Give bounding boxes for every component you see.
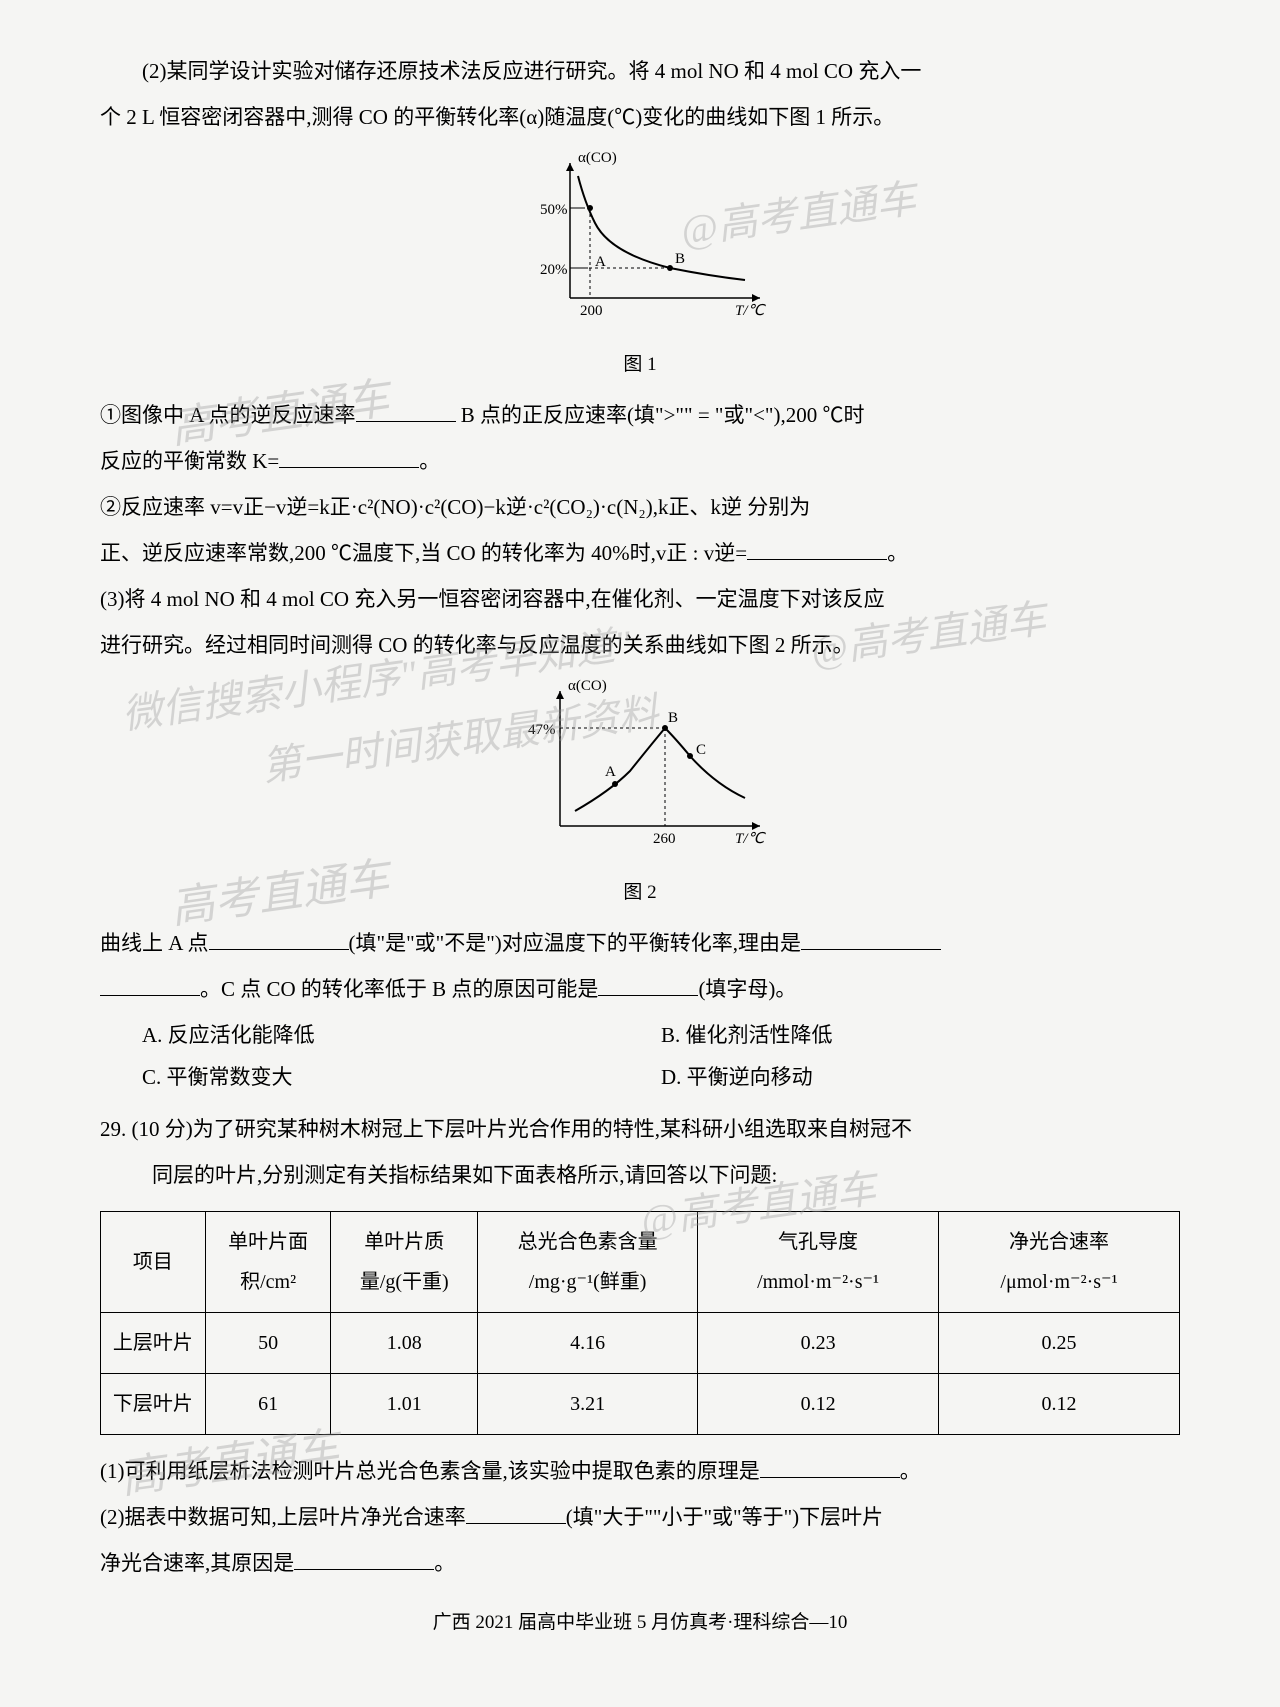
table-row: 上层叶片 50 1.08 4.16 0.23 0.25	[101, 1313, 1180, 1374]
q29-sub2-text4: 。	[434, 1551, 455, 1575]
row2-v3: 3.21	[478, 1374, 698, 1435]
blank	[760, 1456, 900, 1478]
option-d: D. 平衡逆向移动	[661, 1056, 1180, 1098]
q28-3-q-line1: 曲线上 A 点 (填"是"或"不是")对应温度下的平衡转化率,理由是	[100, 922, 1180, 964]
options-row-1: A. 反应活化能降低 B. 催化剂活性降低	[100, 1014, 1180, 1056]
blank	[747, 538, 887, 560]
chart2-point-c: C	[696, 742, 706, 758]
q28-3-q-line2: 。C 点 CO 的转化率低于 B 点的原因可能是 (填字母)。	[100, 968, 1180, 1010]
chart1-ytick-20: 20%	[540, 262, 568, 278]
chart1-xlabel: T/℃	[735, 303, 767, 319]
option-b: B. 催化剂活性降低	[661, 1014, 1180, 1056]
q29-intro-line2: 同层的叶片,分别测定有关指标结果如下面表格所示,请回答以下问题:	[100, 1154, 1180, 1196]
q28-3-q-text2: (填"是"或"不是")对应温度下的平衡转化率,理由是	[349, 931, 802, 955]
th-item: 项目	[101, 1212, 206, 1313]
data-table: 项目 单叶片面积/cm² 单叶片质量/g(干重) 总光合色素含量/mg·g⁻¹(…	[100, 1211, 1180, 1435]
q29-intro-line1: 29. (10 分)为了研究某种树木树冠上下层叶片光合作用的特性,某科研小组选取…	[100, 1108, 1180, 1150]
option-a: A. 反应活化能降低	[142, 1014, 661, 1056]
q29-sub2-line2: 净光合速率,其原因是 。	[100, 1542, 1180, 1584]
chart2-title: 图 2	[490, 874, 790, 912]
chart2: 47% A B C 260 α(CO) T/℃ 图 2	[490, 676, 790, 912]
chart2-svg: 47% A B C 260 α(CO) T/℃	[490, 676, 790, 856]
page-footer: 广西 2021 届高中毕业班 5 月仿真考·理科综合—10	[100, 1604, 1180, 1642]
blank	[100, 974, 200, 996]
q29-sub1-post: 。	[900, 1459, 921, 1483]
q28-sub1-text2: B 点的正反应速率(填">"" = "或"<"),200 ℃时	[456, 403, 865, 427]
chart1-point-b: B	[675, 251, 685, 267]
q28-sub1-text3: 反应的平衡常数 K=	[100, 449, 279, 473]
th-pigment: 总光合色素含量/mg·g⁻¹(鲜重)	[478, 1212, 698, 1313]
row2-v1: 61	[205, 1374, 331, 1435]
options-row-2: C. 平衡常数变大 D. 平衡逆向移动	[100, 1056, 1180, 1098]
q28-sub2-text2: 。	[887, 541, 908, 565]
th-area: 单叶片面积/cm²	[205, 1212, 331, 1313]
chart1-title: 图 1	[500, 346, 780, 384]
blank	[466, 1502, 566, 1524]
row1-label: 上层叶片	[101, 1313, 206, 1374]
th-netphoto: 净光合速率/μmol·m⁻²·s⁻¹	[939, 1212, 1180, 1313]
q28-3-q-text3: 。C 点 CO 的转化率低于 B 点的原因可能是	[200, 977, 598, 1001]
q28-2-line1: (2)某同学设计实验对储存还原技术法反应进行研究。将 4 mol NO 和 4 …	[100, 50, 1180, 92]
q29-sub2-text2: (填"大于""小于"或"等于")下层叶片	[566, 1505, 883, 1529]
chart1-container: 50% 20% A B 200 α(CO) T/℃ 图 1	[100, 148, 1180, 384]
q28-3-q-text1: 曲线上 A 点	[100, 931, 209, 955]
row2-v2: 1.01	[331, 1374, 478, 1435]
q28-sub2-line1: ②反应速率 v=v正−v逆=k正·c²(NO)·c²(CO)−k逆·c²(CO₂…	[100, 486, 1180, 528]
q28-2-line2: 个 2 L 恒容密闭容器中,测得 CO 的平衡转化率(α)随温度(℃)变化的曲线…	[100, 96, 1180, 138]
row2-label: 下层叶片	[101, 1374, 206, 1435]
chart1-ytick-50: 50%	[540, 202, 568, 218]
blank	[294, 1548, 434, 1570]
option-c: C. 平衡常数变大	[142, 1056, 661, 1098]
chart2-ytick-47: 47%	[528, 722, 556, 738]
q28-3-line2: 进行研究。经过相同时间测得 CO 的转化率与反应温度的关系曲线如下图 2 所示。	[100, 624, 1180, 666]
chart2-xtick: 260	[653, 831, 676, 847]
row1-v1: 50	[205, 1313, 331, 1374]
q28-sub2-line2: 正、逆反应速率常数,200 ℃温度下,当 CO 的转化率为 40%时,v正 : …	[100, 532, 1180, 574]
q28-3-line1: (3)将 4 mol NO 和 4 mol CO 充入另一恒容密闭容器中,在催化…	[100, 578, 1180, 620]
row1-v3: 4.16	[478, 1313, 698, 1374]
table-row: 下层叶片 61 1.01 3.21 0.12 0.12	[101, 1374, 1180, 1435]
q28-sub1-line1: ①图像中 A 点的逆反应速率 B 点的正反应速率(填">"" = "或"<"),…	[100, 394, 1180, 436]
q28-3-q-text4: (填字母)。	[698, 977, 796, 1001]
blank	[356, 400, 456, 422]
row1-v5: 0.25	[939, 1313, 1180, 1374]
q28-sub1-text4: 。	[419, 449, 440, 473]
q29-sub1-text: (1)可利用纸层析法检测叶片总光合色素含量,该实验中提取色素的原理是	[100, 1459, 760, 1483]
chart2-xlabel: T/℃	[735, 831, 767, 847]
chart2-point-b: B	[668, 710, 678, 726]
chart1-svg: 50% 20% A B 200 α(CO) T/℃	[500, 148, 780, 328]
chart2-point-a: A	[605, 764, 616, 780]
chart1-ylabel: α(CO)	[578, 150, 617, 166]
blank	[801, 928, 941, 950]
blank	[598, 974, 698, 996]
chart2-ylabel: α(CO)	[568, 678, 607, 694]
th-stomata: 气孔导度/mmol·m⁻²·s⁻¹	[698, 1212, 939, 1313]
chart1-point-a: A	[595, 254, 606, 270]
q28-sub1-text1: ①图像中 A 点的逆反应速率	[100, 403, 356, 427]
row1-v4: 0.23	[698, 1313, 939, 1374]
blank	[209, 928, 349, 950]
blank	[279, 446, 419, 468]
q29-sub1: (1)可利用纸层析法检测叶片总光合色素含量,该实验中提取色素的原理是 。	[100, 1450, 1180, 1492]
th-mass: 单叶片质量/g(干重)	[331, 1212, 478, 1313]
table-header-row: 项目 单叶片面积/cm² 单叶片质量/g(干重) 总光合色素含量/mg·g⁻¹(…	[101, 1212, 1180, 1313]
q29-sub2-text1: (2)据表中数据可知,上层叶片净光合速率	[100, 1505, 466, 1529]
chart1: 50% 20% A B 200 α(CO) T/℃ 图 1	[500, 148, 780, 384]
chart1-xtick: 200	[580, 303, 603, 319]
q29-sub2-text3: 净光合速率,其原因是	[100, 1551, 294, 1575]
row2-v4: 0.12	[698, 1374, 939, 1435]
q29-sub2-line1: (2)据表中数据可知,上层叶片净光合速率 (填"大于""小于"或"等于")下层叶片	[100, 1496, 1180, 1538]
row1-v2: 1.08	[331, 1313, 478, 1374]
row2-v5: 0.12	[939, 1374, 1180, 1435]
q28-sub1-line2: 反应的平衡常数 K= 。	[100, 440, 1180, 482]
q28-sub2-text1: 正、逆反应速率常数,200 ℃温度下,当 CO 的转化率为 40%时,v正 : …	[100, 541, 747, 565]
chart2-container: 47% A B C 260 α(CO) T/℃ 图 2	[100, 676, 1180, 912]
